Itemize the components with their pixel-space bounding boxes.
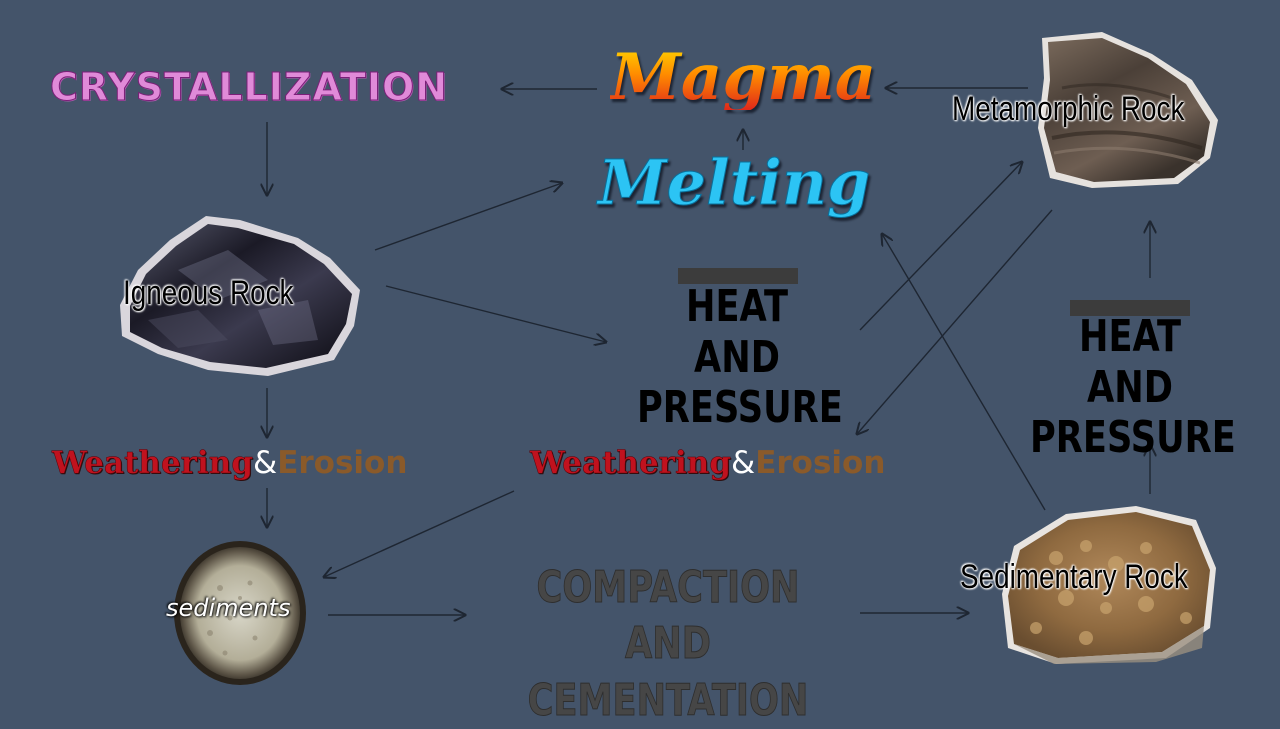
sediments-label: sediments	[166, 594, 291, 622]
arrow-igneous-to-heat-pressure	[385, 285, 606, 342]
weathering-text: Weathering	[530, 445, 732, 481]
compaction-cementation-label: COMPACTION AND CEMENTATION	[527, 562, 809, 727]
sedimentary-rock-image	[1002, 506, 1216, 664]
arrow-heat-pressure-to-metamorphic	[859, 162, 1022, 331]
arrow-weathering-to-sediments-2	[324, 490, 515, 577]
ampersand-text: &	[253, 445, 278, 481]
heat-pressure-tab-1	[678, 268, 798, 284]
weathering-text: Weathering	[52, 445, 254, 481]
heat-pressure-label-2: HEAT AND PRESSURE	[1030, 311, 1236, 464]
igneous-rock-image	[120, 216, 360, 376]
crystallization-label: CRYSTALLIZATION	[49, 65, 449, 109]
heat-pressure-tab-2	[1070, 300, 1190, 316]
arrow-sedimentary-to-melting	[882, 234, 1046, 511]
erosion-text: Erosion	[755, 445, 886, 481]
melting-label: Melting	[597, 146, 871, 219]
weathering-erosion-label-2: Weathering&Erosion	[530, 445, 886, 481]
heat-pressure-label-1: HEAT AND PRESSURE	[637, 281, 843, 434]
erosion-text: Erosion	[277, 445, 408, 481]
sedimentary-rock-label: Sedimentary Rock	[960, 558, 1188, 596]
sediments-image	[174, 541, 306, 685]
metamorphic-rock-label: Metamorphic Rock	[952, 90, 1185, 128]
metamorphic-rock-image	[1038, 32, 1218, 188]
arrow-igneous-to-melting	[374, 183, 562, 251]
weathering-erosion-label-1: Weathering&Erosion	[52, 445, 408, 481]
ampersand-text: &	[731, 445, 756, 481]
igneous-rock-label: Igneous Rock	[123, 274, 294, 312]
magma-label: Magma	[610, 40, 877, 115]
arrow-metamorphic-to-weathering	[857, 209, 1053, 434]
